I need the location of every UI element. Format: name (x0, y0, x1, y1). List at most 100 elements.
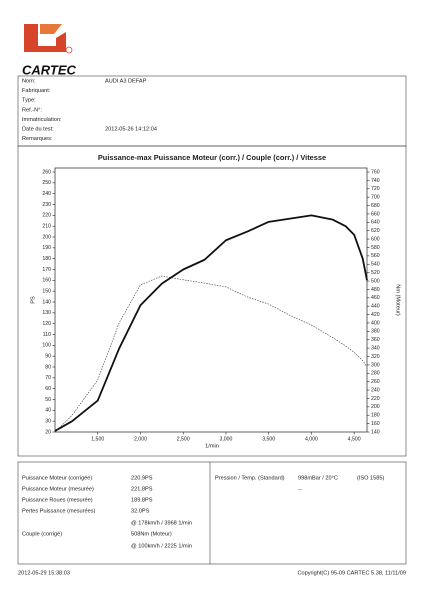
y-tick-label: 170 (42, 267, 51, 273)
y2-tick-label: 700 (371, 195, 380, 201)
result-label: Puissance Moteur (mesurée) (22, 486, 94, 492)
y2-tick-label: 680 (371, 203, 380, 209)
conditions-value: 998mBar / 20°C (298, 475, 338, 481)
plot-frame (54, 167, 368, 433)
y2-tick-label: 600 (371, 236, 380, 242)
result-note: @ 178km/h / 3968 1/min (131, 520, 192, 526)
series-line (54, 275, 368, 433)
info-label: Ref.-N°: (22, 107, 42, 113)
result-label: Pertes Puissance (mesurées) (22, 508, 96, 514)
result-label: Puissance Moteur (corrigée) (22, 475, 92, 481)
y2-tick-label: 360 (371, 337, 380, 343)
y-tick-label: 200 (42, 234, 51, 240)
y-tick-label: 60 (45, 386, 51, 392)
chart-title: Puissance-max Puissance Moteur (corr.) /… (98, 153, 326, 162)
info-value: AUDI A3 DEFAP (105, 78, 147, 84)
conditions-label: Pression / Temp. (Standard) (215, 475, 285, 481)
y2-tick-label: 480 (371, 287, 380, 293)
y2-tick-label: 400 (371, 320, 380, 326)
y2-tick-label: 500 (371, 278, 380, 284)
y-tick-label: 80 (45, 364, 51, 370)
y2-tick-label: 580 (371, 245, 380, 251)
x-tick-label: 3,500 (262, 436, 275, 442)
y-tick-label: 240 (42, 191, 51, 197)
y2-tick-label: 740 (371, 178, 380, 184)
y2-tick-label: 140 (371, 429, 380, 435)
result-label: Couple (corrigé) (22, 531, 62, 537)
chart-box (17, 145, 407, 457)
x-tick-label: 3,000 (219, 436, 232, 442)
y2-tick-label: 340 (371, 346, 380, 352)
y2-tick-label: 260 (371, 379, 380, 385)
x-axis-label: 1/min (205, 443, 219, 449)
info-value: 2012-05-26 14:12:04 (105, 126, 157, 132)
y-tick-label: 70 (45, 375, 51, 381)
y-tick-label: 190 (42, 245, 51, 251)
y2-axis-label: Nm (Moteur) (395, 284, 401, 316)
y2-tick-label: 280 (371, 371, 380, 377)
result-value: 221.8PS (131, 486, 153, 492)
y2-tick-label: 220 (371, 396, 380, 402)
conditions-extra: -- (298, 486, 302, 492)
y-tick-label: 180 (42, 256, 51, 262)
series-line (54, 214, 368, 432)
y-tick-label: 120 (42, 321, 51, 327)
y2-tick-label: 760 (371, 169, 380, 175)
result-value: 32.0PS (131, 508, 150, 514)
y2-tick-label: 320 (371, 354, 380, 360)
y2-tick-label: 660 (371, 211, 380, 217)
y2-tick-label: 460 (371, 295, 380, 301)
y2-tick-label: 300 (371, 362, 380, 368)
result-note: @ 100km/h / 2225 1/min (131, 543, 192, 549)
logo-icon (24, 24, 66, 52)
y-tick-label: 140 (42, 299, 51, 305)
y2-tick-label: 720 (371, 186, 380, 192)
y2-tick-label: 200 (371, 404, 380, 410)
conditions-standard: (ISO 1585) (357, 475, 384, 481)
y-tick-label: 160 (42, 278, 51, 284)
result-value: 508Nm (Moteur) (131, 531, 172, 537)
x-tick-label: 4,000 (305, 436, 318, 442)
logo-text: CARTEC (22, 62, 77, 77)
results-box (17, 461, 407, 565)
logo-icon-accent (40, 24, 62, 34)
info-label: Fabriquant: (22, 88, 51, 94)
result-label: Puissance Roues (mesurée) (22, 497, 93, 503)
info-label: Remarques: (22, 136, 53, 142)
footer-copyright: Copyright(C) 95-09 CARTEC 5.38, 11/11/09 (297, 570, 406, 576)
y-tick-label: 260 (42, 169, 51, 175)
y2-tick-label: 560 (371, 253, 380, 259)
y-tick-label: 90 (45, 354, 51, 360)
y-axis-label: PS (30, 296, 36, 304)
y2-tick-label: 180 (371, 413, 380, 419)
x-tick-label: 2,500 (177, 436, 190, 442)
info-label: Type: (22, 98, 36, 104)
y2-tick-label: 640 (371, 220, 380, 226)
y2-tick-label: 440 (371, 304, 380, 310)
logo: CARTEC (22, 24, 77, 77)
x-tick-label: 1,500 (91, 436, 104, 442)
footer-date: 2012-05-29 15:38:03 (18, 570, 70, 576)
y2-tick-label: 160 (371, 421, 380, 427)
y-tick-label: 40 (45, 408, 51, 414)
y2-tick-label: 420 (371, 312, 380, 318)
vehicle-box (17, 75, 407, 147)
y2-tick-label: 240 (371, 387, 380, 393)
result-value: 220.9PS (131, 475, 153, 481)
y-tick-label: 20 (45, 429, 51, 435)
info-label: Immatriculation: (22, 117, 62, 123)
y-tick-label: 50 (45, 397, 51, 403)
y-tick-label: 250 (42, 180, 51, 186)
y-tick-label: 30 (45, 419, 51, 425)
y-tick-label: 110 (43, 332, 51, 338)
info-label: Date du test: (22, 126, 54, 132)
y-tick-label: 210 (42, 224, 51, 230)
y-tick-label: 150 (42, 289, 51, 295)
y2-tick-label: 380 (371, 329, 380, 335)
logo-mark (65, 46, 73, 54)
y-tick-label: 100 (42, 343, 51, 349)
result-value: 189.8PS (131, 497, 153, 503)
y-tick-label: 230 (42, 202, 51, 208)
y-tick-label: 220 (42, 213, 51, 219)
